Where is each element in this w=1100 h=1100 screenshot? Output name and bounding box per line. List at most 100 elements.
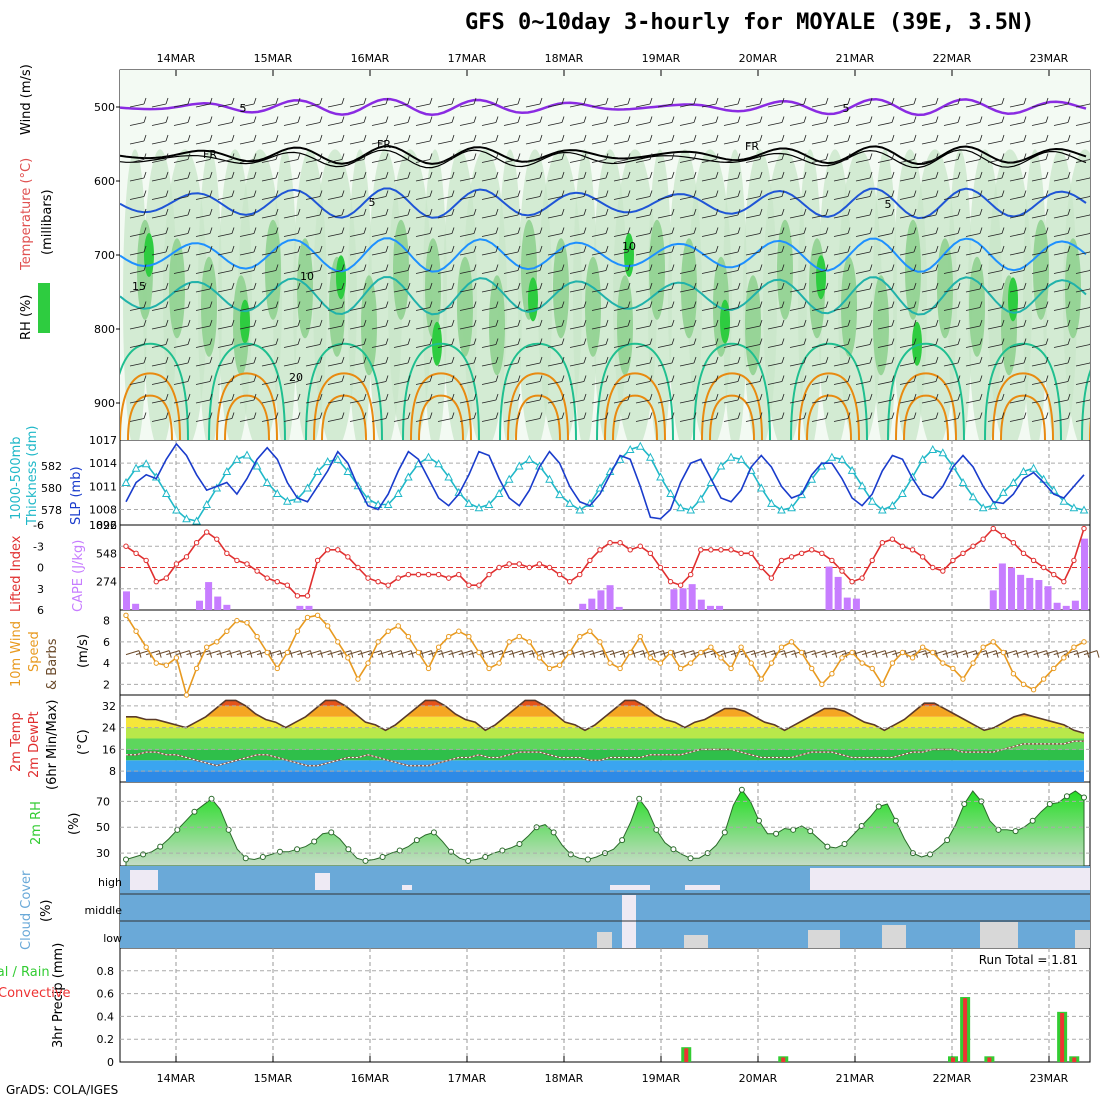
wind-barb (217, 251, 233, 256)
thickness-line-point (172, 505, 181, 514)
cape-bar (1044, 586, 1052, 610)
wind-barb (811, 140, 827, 145)
wind-speed-line-point (677, 665, 684, 672)
wind-barb (943, 325, 959, 330)
wind-barb (583, 356, 587, 364)
wind-barb (519, 650, 533, 656)
wind-barb (231, 412, 235, 419)
cape-bar (1071, 600, 1079, 610)
wind-speed-line-point (637, 633, 643, 640)
wind-barb (649, 319, 653, 327)
wind-barb (855, 399, 871, 404)
wind-barb (231, 208, 235, 216)
wind-barb (583, 116, 587, 123)
wind-barb (176, 650, 190, 656)
rh-shade-mid (1033, 219, 1049, 320)
wind-barb (481, 159, 497, 163)
thickness-line-point (121, 477, 131, 486)
wind-barb (165, 338, 169, 345)
wind-barb (855, 177, 871, 182)
wind-barb (877, 196, 893, 200)
wind-barb (471, 650, 475, 658)
wind-barb (1067, 393, 1071, 401)
wind-barb (275, 171, 279, 179)
wind-barb (305, 233, 321, 237)
wind-barb (979, 338, 983, 345)
wind-barb (363, 97, 367, 105)
wind-barb (385, 301, 389, 308)
wind-barb (1001, 227, 1005, 234)
wind-barb (569, 270, 585, 274)
date-label-top: 14MAR (157, 52, 196, 65)
wind-barb (635, 122, 651, 126)
rh-shade-mid (169, 238, 185, 339)
wind-barb (415, 288, 431, 293)
wind-barb (847, 97, 851, 105)
lifted-index-line-point (193, 540, 200, 546)
wind-barb (572, 650, 576, 658)
wind-barb (1075, 122, 1090, 126)
wind-barb (511, 650, 515, 658)
wind-barb (525, 344, 541, 348)
wind-barb (437, 270, 453, 274)
wind-barb (217, 270, 233, 274)
wind-barb (649, 97, 653, 105)
date-label-bottom: 22MAR (933, 1072, 972, 1085)
thickness-line-point (333, 454, 343, 463)
wind-barb (737, 301, 741, 308)
wind-barb (1009, 418, 1025, 422)
wind-barb (371, 177, 387, 182)
wind-barb (759, 338, 763, 345)
wind-barb (649, 356, 653, 364)
rh2m-point (773, 830, 780, 837)
wind-barb (952, 650, 967, 656)
wind-barb (261, 362, 277, 367)
wind-barb (129, 381, 145, 385)
wind-barb (913, 264, 917, 271)
wind-barb (605, 319, 609, 327)
thickness-line-point (1009, 477, 1018, 486)
wind-barb (1075, 362, 1090, 367)
thickness-line-point (938, 448, 948, 457)
cape-bar (305, 605, 313, 610)
wind-barb (869, 264, 873, 271)
slp-label: SLP (mb) (69, 466, 84, 525)
temp-warm-contour (1089, 418, 1090, 440)
rh2m-point (191, 808, 198, 815)
wind-barb (583, 190, 587, 197)
wind-barb (591, 196, 607, 200)
wind-barb (371, 381, 387, 385)
wind-speed-line-point (486, 665, 492, 672)
wind-barb (1013, 650, 1027, 656)
wind-barb (129, 325, 145, 330)
wind-barb (612, 650, 616, 658)
wind-barb (1053, 251, 1069, 256)
wind-barb (187, 393, 191, 401)
wind-barb (503, 196, 519, 200)
wind-barb (803, 375, 807, 382)
wind-barb (187, 264, 191, 271)
wind-barb (385, 319, 389, 327)
wind-barb (305, 140, 321, 145)
wind-barb (151, 288, 167, 293)
wind-speed-line-point (567, 649, 573, 656)
wind-barb (1045, 338, 1049, 345)
wind-barb (803, 338, 807, 345)
wind-barb (693, 264, 697, 271)
wind-barb (517, 171, 521, 179)
wind-barb (239, 159, 255, 163)
wind-barb (503, 288, 519, 293)
wind-barb (151, 233, 167, 237)
wind-barb (723, 140, 739, 145)
wind-barb (789, 103, 805, 108)
wind-barb (825, 412, 829, 419)
wind-barb (525, 177, 541, 182)
wind-barb (833, 344, 849, 348)
wind-barb (1075, 307, 1090, 311)
wind-speed-line-point (173, 655, 180, 661)
lifted-index-line-point (143, 557, 149, 564)
wind-barb (525, 381, 541, 385)
wind-barb (327, 288, 343, 293)
lifted-tick-label: 3 (37, 583, 44, 596)
wind-barb (231, 375, 235, 382)
